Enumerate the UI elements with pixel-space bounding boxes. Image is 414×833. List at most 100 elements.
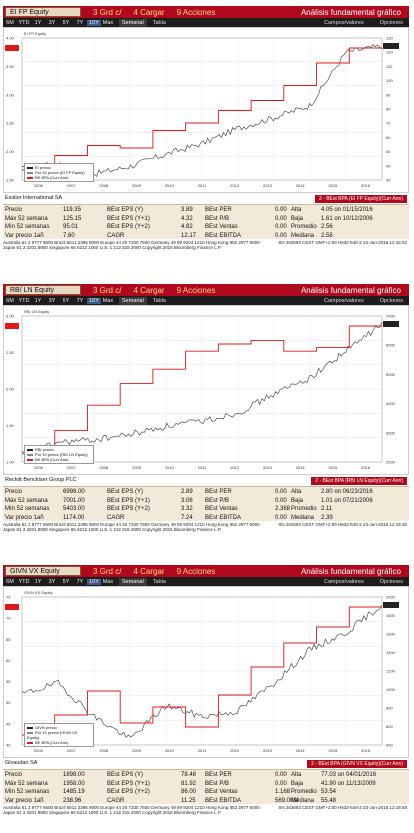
stat-value-min52: 5403.00 [63,506,85,512]
x-tick-label: 2008 [99,465,109,470]
range-7y-button[interactable]: 7Y [76,297,84,304]
stat-label-promedio: Promedio [291,224,317,230]
stat-value-alta: 77.03 on 04/01/2016 [321,772,377,778]
range-1y-button[interactable]: 1Y [34,19,42,26]
range-ytd-button[interactable]: YTD [18,578,30,585]
range-max-button[interactable]: Max [102,578,114,585]
cargar-button[interactable]: 4 Cargar [133,285,165,295]
x-tick-label: 2016 [361,748,371,753]
stat-value-baja: 1.01 on 07/21/2006 [321,497,373,504]
stat-label-max52: Máx 52 semana [5,497,48,504]
range-3y-button[interactable]: 3Y [48,297,56,304]
stat-value-eps_y: 3.89 [181,207,193,213]
right-axis-tick: 7000 [386,314,396,319]
footer-timestamp: SN 263693 CEST GMT+2:00 H632-540-2 23-Ju… [278,805,407,810]
chart-ticker-label: GIVN VX Equity [24,590,53,595]
range-3y-button[interactable]: 3Y [48,19,56,26]
range-3y-button[interactable]: 3Y [48,578,56,585]
range-6m-button[interactable]: 6M [6,19,14,26]
stat-value-baja: 1.61 on 10/12/2006 [321,215,373,222]
range-ytd-button[interactable]: YTD [18,19,30,26]
x-tick-label: 2010 [165,183,175,188]
grd-button[interactable]: 3 Grd c/ [93,285,122,295]
x-tick-label: 2011 [198,183,207,188]
range-10y-button[interactable]: 10Y [87,19,101,26]
stat-label-ebitda: BEst EBITDA [205,232,242,239]
be-field-box[interactable]: 2 - BEst BPA (RB/ LN Equity)(Curr Ann) [311,477,407,485]
title-bar: GIVN VX Equity 3 Grd c/ 4 Cargar 9 Accio… [3,565,409,577]
x-tick-label: 2014 [296,465,306,470]
range-5y-button[interactable]: 5Y [62,297,70,304]
ticker-field[interactable]: RB/ LN Equity [5,285,81,295]
right-axis-tick: 6000 [386,343,396,348]
acciones-button[interactable]: 9 Acciones [176,566,216,576]
grd-button[interactable]: 3 Grd c/ [93,566,122,576]
stat-label-baja: Baja [291,497,304,504]
left-axis-tick: 2.50 [6,350,15,355]
stat-value-cagr: 11.25 [181,797,196,804]
range-10y-button[interactable]: 10Y [87,578,101,585]
range-7y-button[interactable]: 7Y [76,19,84,26]
frequency-select[interactable]: Semanal [119,577,147,586]
range-6m-button[interactable]: 6M [6,578,14,585]
range-7y-button[interactable]: 7Y [76,578,84,585]
price-eps-chart: 2006 2007 2008 2009 2010 2011 2012 2013 2014 2015… [5,314,399,470]
ticker-field[interactable]: GIVN VX Equity [5,566,81,576]
range-max-button[interactable]: Max [102,297,114,304]
x-tick-label: 2012 [230,183,240,188]
tabla-button[interactable]: Tabla [152,297,166,304]
stat-value-baja: 41.90 on 11/13/2009 [321,780,376,787]
stat-value-eps_y1: 81.92 [181,780,197,787]
be-field-box[interactable]: 2 - BEst BPA (GIVN VX Equity)(Curr Ann) [307,760,407,768]
opciones-button[interactable]: Opciones [379,578,403,585]
ticker-field[interactable]: EI FP Equity [5,7,81,17]
campos-button[interactable]: Campos/valores [324,578,364,585]
stat-label-var: Var precio 1añ [5,797,44,804]
range-max-button[interactable]: Max [102,19,114,26]
be-field-box[interactable]: 2 - BEst BPA (EI FP Equity)(Curr Ann) [314,195,407,203]
campos-button[interactable]: Campos/valores [324,19,364,26]
stat-value-eps_y2: 86.00 [181,789,197,795]
tabla-button[interactable]: Tabla [152,578,166,585]
last-eps-marker [5,323,19,329]
stat-label-ebitda: BEst EBITDA [205,797,242,804]
left-axis-tick: 2.00 [6,149,15,154]
stat-value-mediana: 2.39 [321,514,333,521]
right-axis-tick: 90 [386,92,391,97]
stat-label-mediana: Mediana [291,514,315,521]
company-name: Reckitt Benckiser Group PLC [5,477,77,483]
opciones-button[interactable]: Opciones [379,297,403,304]
cargar-button[interactable]: 4 Cargar [133,566,165,576]
right-axis-tick: 600 [386,724,393,729]
stat-label-eps_y: BEst EPS (Y) [107,772,144,778]
x-tick-label: 2013 [263,465,273,470]
stat-label-ventas: BEst Ventas [205,506,238,512]
tabla-button[interactable]: Tabla [152,19,166,26]
cargar-button[interactable]: 4 Cargar [133,7,165,17]
range-5y-button[interactable]: 5Y [62,578,70,585]
x-tick-label: 2013 [263,183,273,188]
opciones-button[interactable]: Opciones [379,19,403,26]
range-6m-button[interactable]: 6M [6,297,14,304]
chart-area[interactable]: 2006 2007 2008 2009 2010 2011 2012 2013 2014 2015… [3,586,409,758]
range-1y-button[interactable]: 1Y [34,297,42,304]
campos-button[interactable]: Campos/valores [324,297,364,304]
acciones-button[interactable]: 9 Acciones [176,285,216,295]
acciones-button[interactable]: 9 Acciones [176,7,216,17]
stat-label-ebitda: BEst EBITDA [205,514,242,521]
range-10y-button[interactable]: 10Y [87,297,101,304]
chart-area[interactable]: 2006 2007 2008 2009 2010 2011 2012 2013 2014 2015… [3,305,409,475]
grd-button[interactable]: 3 Grd c/ [93,7,122,17]
info-header: Reckitt Benckiser Group PLC 2 - BEst BPA… [3,477,409,486]
range-ytd-button[interactable]: YTD [18,297,30,304]
range-1y-button[interactable]: 1Y [34,578,42,585]
range-5y-button[interactable]: 5Y [62,19,70,26]
frequency-select[interactable]: Semanal [119,296,147,305]
stat-label-pb: BEst P/B [205,780,230,787]
stat-value-eps_y2: 3.32 [181,506,193,512]
right-axis-tick: 4000 [386,401,396,406]
stat-label-mediana: Mediana [291,232,315,239]
frequency-select[interactable]: Semanal [119,18,147,27]
chart-area[interactable]: 2006 2007 2008 2009 2010 2011 2012 2013 2014 2015… [3,27,409,193]
left-axis-tick: 65 [6,637,11,642]
